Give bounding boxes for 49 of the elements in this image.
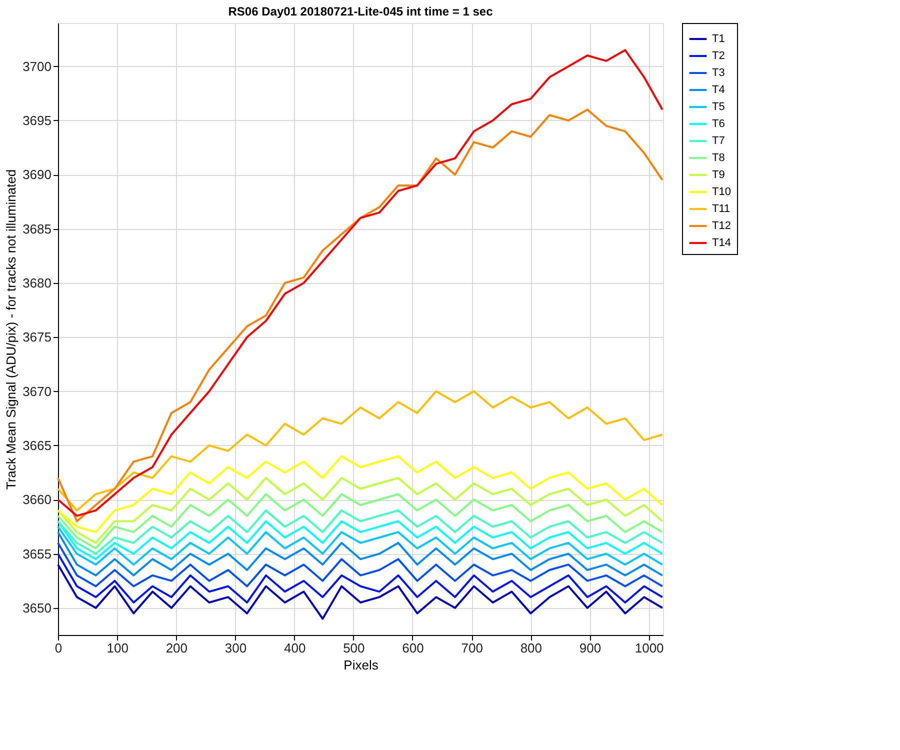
legend-label: T8 [712, 152, 725, 164]
line-series [57, 564, 664, 620]
legend-label: T12 [712, 220, 731, 232]
legend-label: T14 [712, 237, 731, 249]
line-series [57, 455, 664, 534]
legend-label: T3 [712, 67, 725, 79]
x-tick-label: 900 [579, 640, 602, 656]
x-tick-label: 700 [461, 640, 483, 656]
legend-label: T2 [712, 50, 725, 62]
legend-label: T9 [712, 169, 725, 181]
y-tick-label: 3670 [22, 384, 52, 399]
chart-title: RS06 Day01 20180721-Lite-045 int time = 1 sec [228, 4, 494, 18]
legend-label: T1 [712, 33, 725, 45]
x-tick-label: 500 [343, 640, 365, 656]
x-tick-label: 300 [224, 640, 247, 656]
line-series [57, 390, 664, 512]
y-tick-label: 3675 [22, 330, 52, 345]
x-tick-label: 800 [520, 640, 542, 656]
y-axis-title: Track Mean Signal (ADU/pix) - for tracks not illuminated [4, 169, 19, 490]
legend-label: T5 [712, 101, 725, 113]
y-tick-label: 3660 [22, 492, 52, 508]
legend-label: T6 [712, 118, 725, 130]
legend-label: T7 [712, 135, 725, 147]
line-series [57, 509, 664, 555]
y-tick-label: 3690 [22, 167, 52, 182]
x-tick-label: 0 [54, 640, 62, 656]
line-series [57, 552, 664, 604]
y-tick-label: 3650 [22, 600, 52, 616]
y-tick-label: 3700 [22, 58, 52, 74]
line-series [57, 542, 664, 588]
legend-label: T4 [712, 84, 725, 96]
x-tick-label: 1000 [634, 640, 664, 656]
y-tick-label: 3695 [22, 112, 52, 128]
y-tick-label: 3680 [22, 275, 52, 290]
y-tick-label: 3665 [22, 438, 52, 453]
line-series [57, 531, 664, 576]
legend-label: T10 [712, 186, 731, 198]
y-tick-label: 3685 [22, 221, 52, 236]
x-axis-title: Pixels [344, 658, 379, 672]
line-series [57, 520, 664, 560]
line-series [57, 476, 664, 544]
legend-label: T11 [712, 203, 730, 215]
x-tick-label: 600 [402, 640, 424, 656]
x-tick-label: 100 [106, 640, 128, 656]
y-tick-label: 3655 [22, 546, 52, 562]
x-tick-label: 400 [284, 640, 306, 656]
line-series [57, 526, 664, 566]
line-series [57, 493, 664, 550]
x-tick-label: 200 [166, 640, 188, 656]
